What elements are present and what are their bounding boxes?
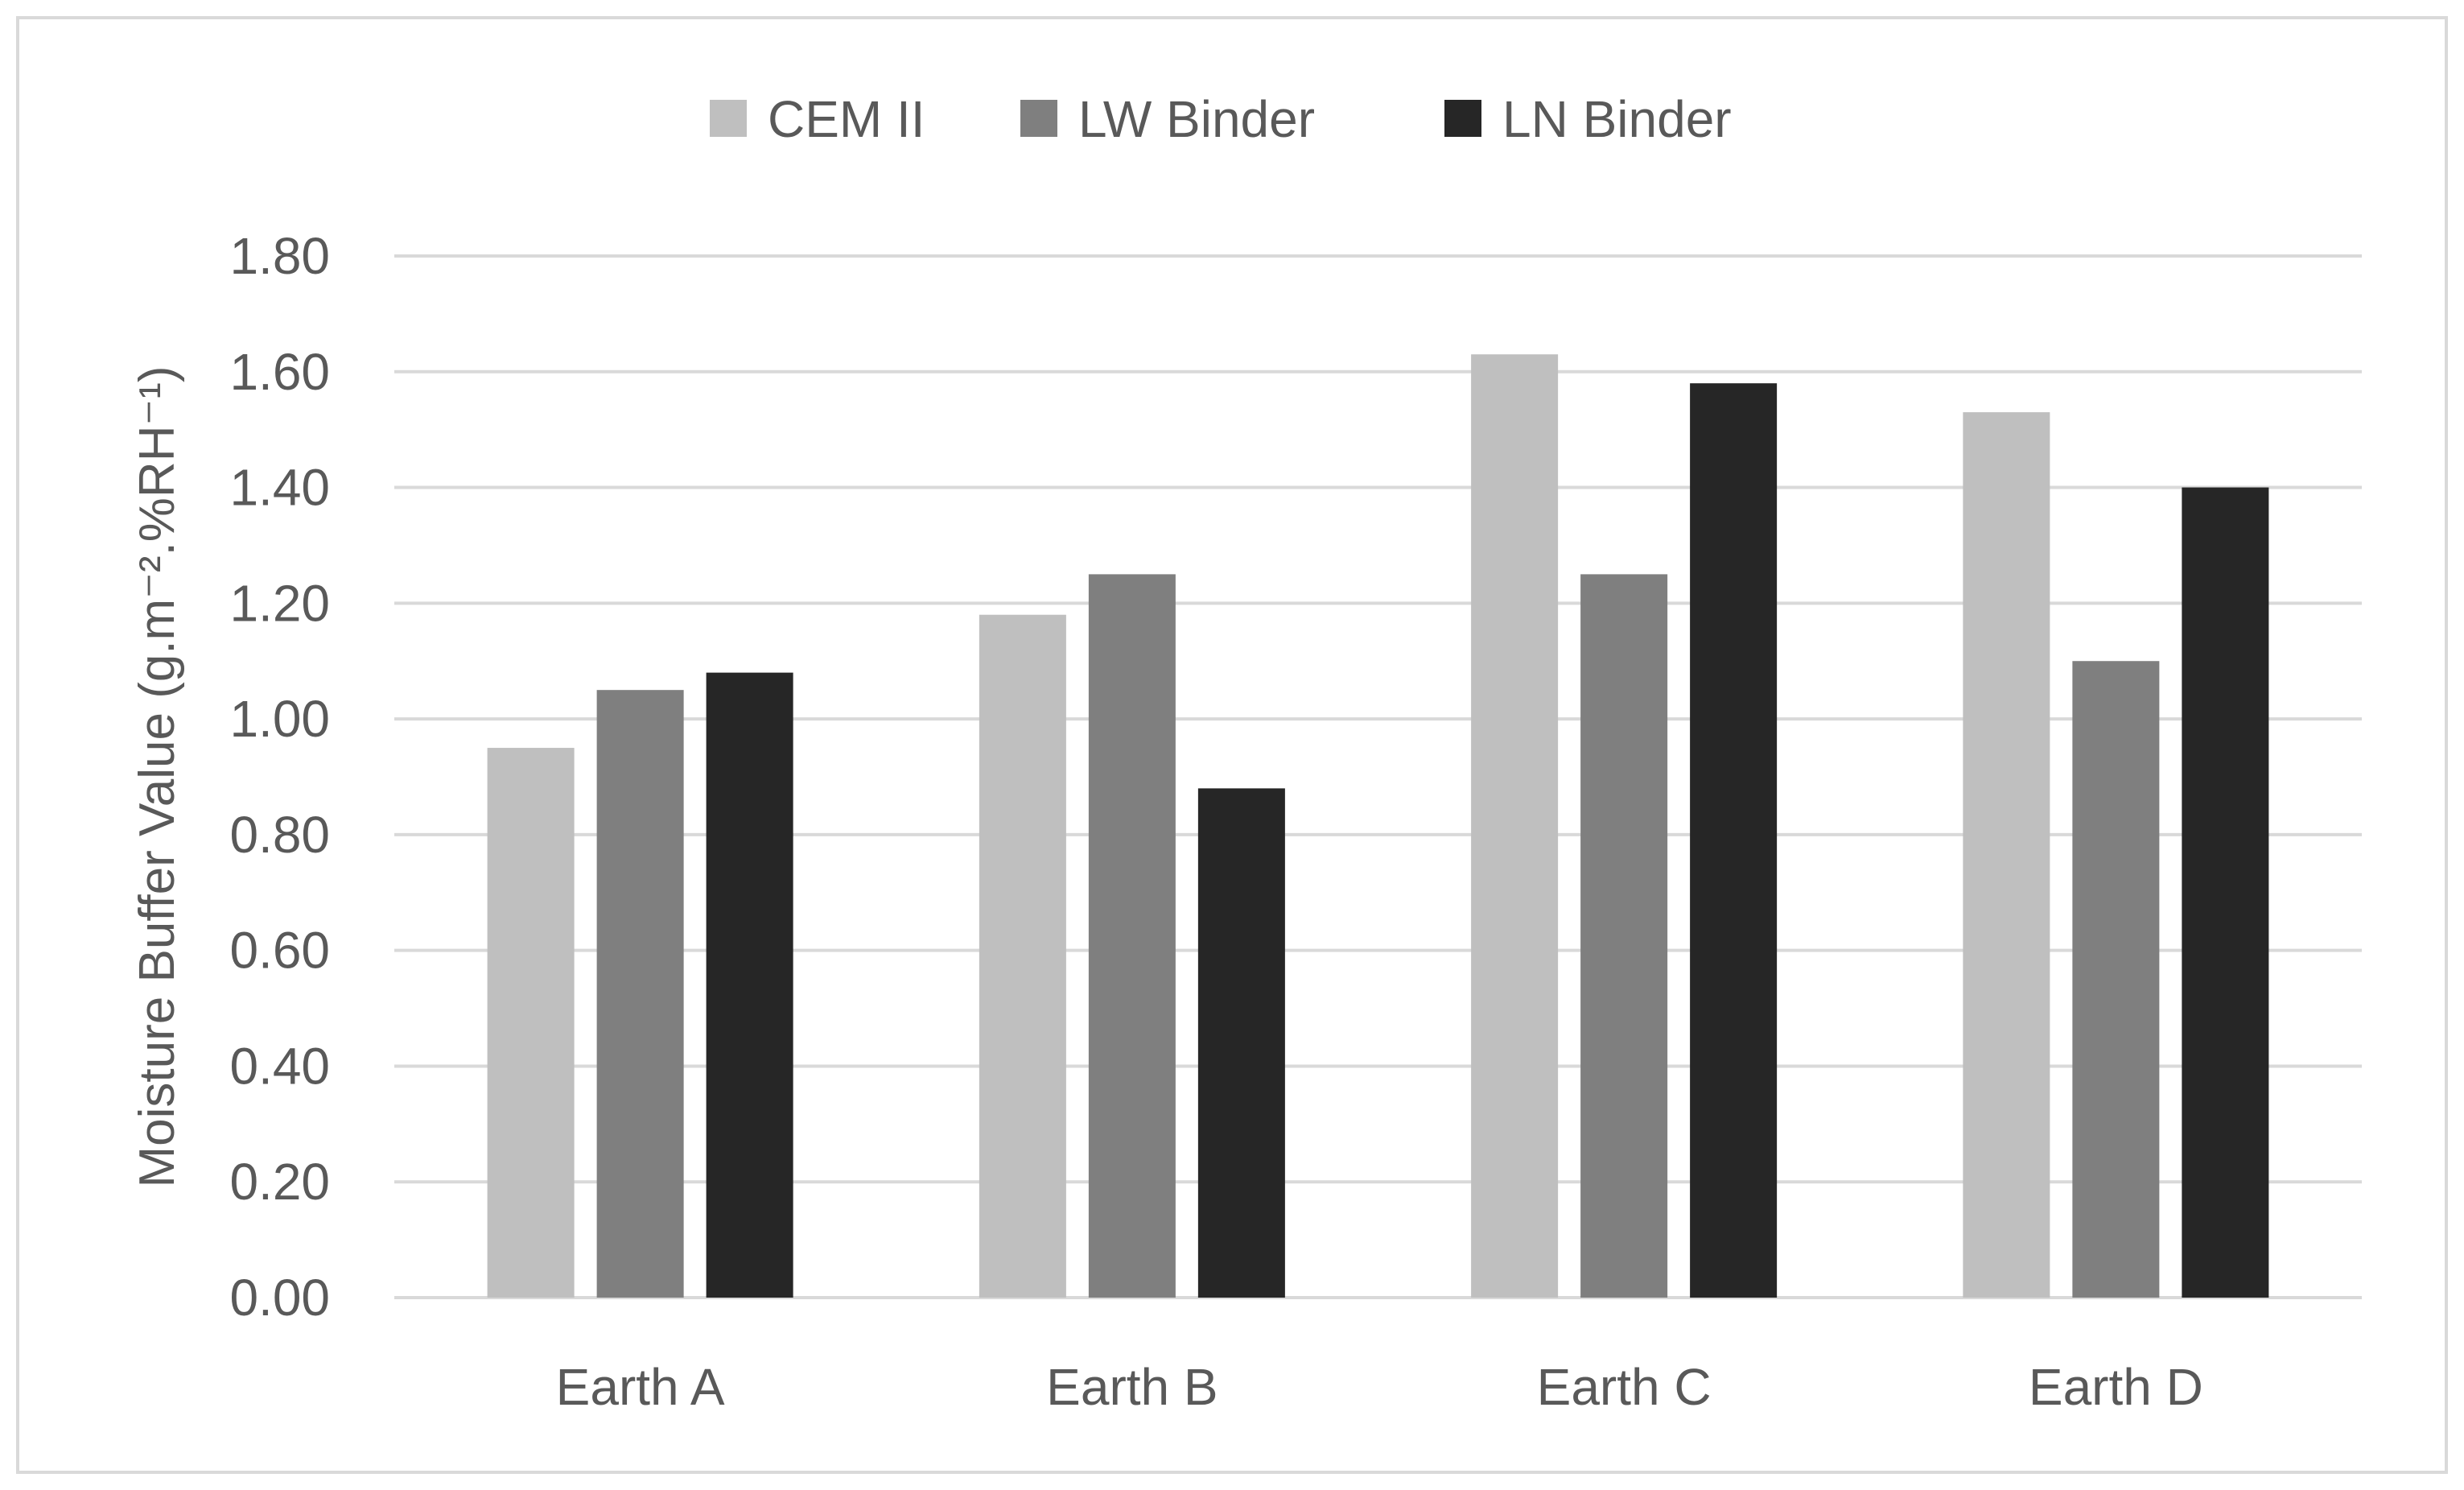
x-tick-label: Earth C: [1537, 1358, 1712, 1416]
legend: CEM II LW Binder LN Binder: [710, 90, 1732, 148]
bar-lw-binder-earth-c: [1580, 574, 1668, 1298]
legend-swatch: [1020, 100, 1057, 137]
legend-item-cem-ii: CEM II: [710, 90, 925, 148]
y-tick-label: 0.80: [229, 806, 330, 864]
legend-label: CEM II: [768, 90, 925, 148]
legend-label: LW Binder: [1078, 90, 1315, 148]
bar-ln-binder-earth-b: [1197, 788, 1285, 1298]
bar-lw-binder-earth-a: [596, 690, 684, 1298]
y-tick-label: 0.20: [229, 1153, 330, 1211]
legend-item-ln-binder: LN Binder: [1444, 90, 1732, 148]
bar-cem-ii-earth-c: [1471, 354, 1559, 1298]
legend-item-lw-binder: LW Binder: [1020, 90, 1315, 148]
y-tick-label: 1.60: [229, 343, 330, 401]
bar-lw-binder-earth-d: [2072, 661, 2160, 1298]
bar-cem-ii-earth-b: [979, 614, 1066, 1298]
y-tick-label: 1.80: [229, 227, 330, 285]
y-axis-title: Moisture Buffer Value (g.m⁻².%RH⁻¹): [130, 366, 185, 1188]
bar-ln-binder-earth-c: [1690, 383, 1778, 1298]
y-tick-label: 0.40: [229, 1037, 330, 1095]
bars: [487, 354, 2269, 1298]
bar-cem-ii-earth-d: [1963, 412, 2050, 1298]
legend-label: LN Binder: [1502, 90, 1732, 148]
bar-cem-ii-earth-a: [487, 748, 575, 1298]
x-tick-label: Earth A: [556, 1358, 725, 1416]
y-tick-label: 0.00: [229, 1269, 330, 1327]
bar-ln-binder-earth-a: [706, 672, 793, 1298]
legend-swatch: [1444, 100, 1481, 137]
x-tick-label: Earth D: [2029, 1358, 2203, 1416]
bar-lw-binder-earth-b: [1088, 574, 1176, 1298]
y-tick-label: 0.60: [229, 922, 330, 980]
y-tick-label: 1.00: [229, 690, 330, 748]
x-tick-label: Earth B: [1046, 1358, 1218, 1416]
axis-labels: 0.00 0.20 0.40 0.60 0.80 1.00 1.20 1.40 1.60 1.80…: [229, 227, 2202, 1416]
legend-swatch: [710, 100, 747, 137]
y-tick-label: 1.20: [229, 574, 330, 632]
y-tick-label: 1.40: [229, 459, 330, 517]
bar-ln-binder-earth-d: [2182, 487, 2269, 1298]
